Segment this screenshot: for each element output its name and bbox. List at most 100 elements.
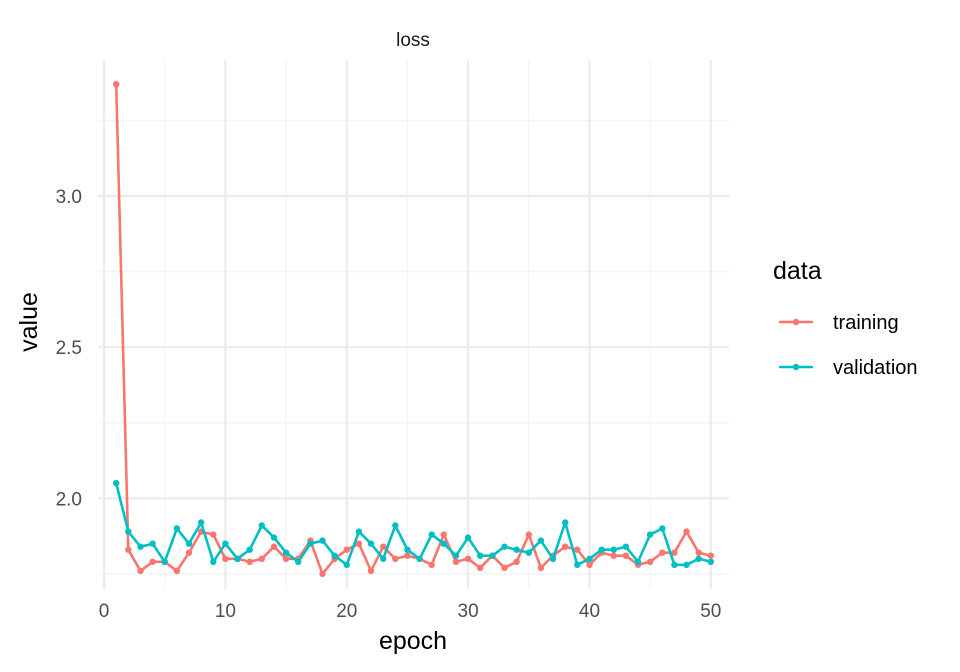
data-point-training [137, 567, 144, 575]
data-point-validation [270, 534, 278, 541]
data-point-training [380, 543, 387, 550]
data-point-validation [137, 543, 144, 550]
data-point-validation [416, 555, 423, 562]
series-validation [113, 480, 714, 568]
legend-items: training validation [779, 312, 918, 379]
data-point-validation [404, 546, 411, 553]
legend-title: data [773, 257, 822, 285]
legend: data training validation [773, 257, 918, 379]
tick-labels: 0 10 20 30 40 50 2.0 2.5 3.0 [56, 187, 722, 622]
data-point-validation [440, 540, 447, 547]
data-point-validation [464, 534, 472, 541]
data-point-training [185, 549, 193, 556]
data-point-validation [355, 528, 363, 535]
data-point-training [622, 552, 630, 559]
data-point-validation [173, 525, 181, 532]
data-point-training [367, 567, 375, 575]
series-layer [113, 81, 714, 578]
data-point-training [270, 543, 278, 550]
x-tick-label: 50 [700, 601, 721, 622]
data-point-validation [197, 519, 205, 526]
legend-key-point [792, 363, 800, 371]
data-point-training [319, 570, 326, 578]
legend-label: training [833, 312, 899, 334]
data-point-validation [319, 537, 326, 544]
data-point-validation [185, 540, 193, 547]
y-tick-label: 2.5 [56, 338, 82, 359]
data-point-validation [683, 561, 690, 568]
data-point-validation [501, 543, 508, 550]
data-point-validation [295, 558, 302, 565]
data-point-training [210, 531, 217, 538]
data-point-validation [646, 531, 654, 538]
legend-item-validation: validation [779, 357, 918, 379]
data-point-validation [598, 546, 605, 553]
data-point-training [392, 555, 399, 562]
series-line-validation [114, 482, 712, 567]
data-point-training [355, 540, 363, 547]
data-point-validation [622, 543, 630, 550]
series-training [113, 81, 714, 578]
legend-item-training: training [779, 312, 899, 334]
data-point-validation [634, 558, 642, 565]
data-point-training [707, 552, 714, 559]
data-point-training [113, 81, 120, 88]
data-point-training [586, 561, 593, 568]
data-point-training [246, 558, 253, 565]
data-point-validation [428, 531, 435, 538]
data-point-validation [210, 558, 217, 565]
data-point-training [464, 555, 472, 562]
grid-lines [98, 60, 729, 589]
data-point-validation [562, 519, 569, 526]
data-point-validation [525, 549, 532, 556]
data-point-training [537, 564, 545, 571]
data-point-training [695, 549, 702, 556]
x-tick-label: 20 [336, 601, 357, 622]
data-point-training [149, 558, 156, 565]
facet-strip-title: loss [396, 30, 430, 51]
data-point-validation [343, 561, 350, 568]
data-point-training [125, 546, 132, 553]
data-point-validation [610, 546, 617, 553]
data-point-validation [574, 561, 581, 568]
y-axis-title: value [15, 292, 43, 352]
data-point-validation [307, 540, 314, 547]
data-point-training [683, 528, 690, 535]
data-point-validation [222, 540, 229, 547]
data-point-training [282, 555, 290, 562]
legend-key-point [792, 318, 800, 326]
data-point-validation [452, 552, 460, 559]
data-point-training [671, 549, 678, 556]
data-point-validation [707, 558, 714, 565]
x-tick-label: 40 [579, 601, 600, 622]
data-point-training [574, 546, 581, 553]
data-point-validation [331, 552, 338, 559]
x-tick-label: 10 [215, 601, 236, 622]
data-point-validation [659, 525, 666, 532]
data-point-validation [113, 480, 120, 487]
data-point-validation [367, 540, 375, 547]
data-point-training [440, 531, 447, 538]
data-point-validation [489, 552, 496, 559]
data-point-training [343, 546, 350, 553]
data-point-validation [671, 561, 678, 568]
x-tick-label: 30 [458, 601, 479, 622]
x-tick-label: 0 [99, 601, 110, 622]
data-point-training [513, 558, 520, 565]
data-point-validation [513, 546, 520, 553]
data-point-training [452, 558, 460, 565]
data-point-training [501, 564, 508, 571]
data-point-validation [477, 552, 484, 559]
data-point-validation [149, 540, 156, 547]
data-point-validation [586, 555, 593, 562]
data-point-validation [258, 522, 265, 529]
data-point-validation [380, 555, 387, 562]
data-point-validation [161, 558, 168, 565]
legend-label: validation [833, 357, 918, 379]
data-point-validation [695, 555, 702, 562]
data-point-training [222, 555, 229, 562]
data-point-validation [549, 555, 557, 562]
x-axis-title: epoch [379, 627, 447, 655]
data-point-training [562, 543, 569, 550]
